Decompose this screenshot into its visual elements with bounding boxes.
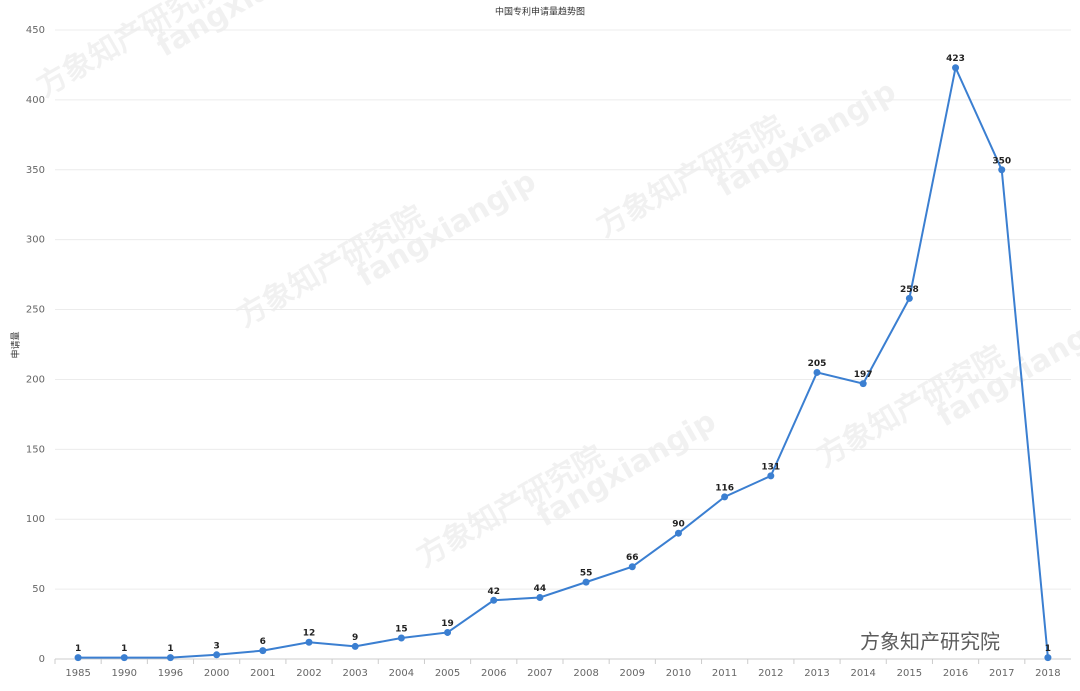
watermark: 方象知产研究院 <box>860 630 1000 654</box>
data-point <box>397 634 405 642</box>
data-point <box>166 654 174 662</box>
data-point <box>674 529 682 537</box>
x-tick-label: 1985 <box>65 668 90 679</box>
y-tick-label: 0 <box>39 654 45 665</box>
data-label: 258 <box>900 285 919 295</box>
data-label: 12 <box>303 629 316 639</box>
x-tick-label: 2002 <box>296 668 321 679</box>
y-tick-label: 250 <box>26 305 45 316</box>
data-label: 205 <box>808 359 827 369</box>
data-label: 15 <box>395 625 408 635</box>
y-tick-label: 200 <box>26 374 45 385</box>
data-point <box>859 380 867 388</box>
data-label: 6 <box>260 637 266 647</box>
x-tick-label: 2007 <box>527 668 552 679</box>
data-label: 42 <box>487 587 500 597</box>
x-tick-label: 2005 <box>435 668 460 679</box>
series-line <box>78 64 1049 659</box>
data-label: 131 <box>761 462 780 472</box>
y-tick-label: 150 <box>26 444 45 455</box>
data-point <box>444 628 452 636</box>
x-tick-label: 2004 <box>389 668 414 679</box>
data-label: 1 <box>121 644 127 654</box>
data-label: 1 <box>167 644 173 654</box>
x-tick-label: 2003 <box>342 668 367 679</box>
data-point <box>998 166 1006 174</box>
x-tick-label: 2017 <box>989 668 1014 679</box>
data-label: 197 <box>854 370 873 380</box>
data-point <box>536 593 544 601</box>
x-tick-label: 1996 <box>158 668 183 679</box>
y-tick-label: 450 <box>26 25 45 36</box>
chart-title: 中国专利申请量趋势图 <box>495 6 585 18</box>
y-tick-label: 300 <box>26 235 45 246</box>
y-tick-label: 100 <box>26 514 45 525</box>
data-point <box>213 651 221 659</box>
data-label: 66 <box>626 553 639 563</box>
x-tick-label: 2016 <box>943 668 968 679</box>
x-tick-label: 2012 <box>758 668 783 679</box>
x-tick-label: 2018 <box>1035 668 1060 679</box>
data-label: 423 <box>946 54 965 64</box>
data-point <box>1044 654 1052 662</box>
data-label: 3 <box>214 641 220 651</box>
x-tick-label: 2009 <box>620 668 645 679</box>
data-point <box>490 596 498 604</box>
data-label: 1 <box>1045 644 1051 654</box>
data-point <box>120 654 128 662</box>
data-point <box>905 294 913 302</box>
data-point <box>582 578 590 586</box>
data-point <box>721 493 729 501</box>
data-point <box>813 368 821 376</box>
x-tick-label: 2008 <box>573 668 598 679</box>
y-tick-label: 350 <box>26 165 45 176</box>
x-tick-label: 1990 <box>112 668 137 679</box>
data-label: 116 <box>715 483 734 493</box>
x-tick-label: 2015 <box>897 668 922 679</box>
data-label: 90 <box>672 520 685 530</box>
x-tick-label: 2013 <box>804 668 829 679</box>
x-tick-label: 2014 <box>850 668 875 679</box>
data-point <box>767 472 775 480</box>
data-label: 55 <box>580 569 593 579</box>
data-point <box>351 642 359 650</box>
data-point <box>74 654 82 662</box>
data-label: 9 <box>352 633 358 643</box>
x-tick-label: 2001 <box>250 668 275 679</box>
x-tick-label: 2011 <box>712 668 737 679</box>
data-label: 19 <box>441 619 454 629</box>
x-tick-label: 2000 <box>204 668 229 679</box>
y-tick-label: 400 <box>26 95 45 106</box>
data-label: 1 <box>75 644 81 654</box>
x-tick-label: 2006 <box>481 668 506 679</box>
data-label: 350 <box>992 156 1011 166</box>
data-point <box>259 647 267 655</box>
data-label: 44 <box>534 584 547 594</box>
y-axis-label: 申请量 <box>10 331 22 358</box>
data-point <box>952 64 960 72</box>
y-tick-label: 50 <box>32 584 45 595</box>
data-point <box>628 563 636 571</box>
data-point <box>305 638 313 646</box>
x-tick-label: 2010 <box>666 668 691 679</box>
